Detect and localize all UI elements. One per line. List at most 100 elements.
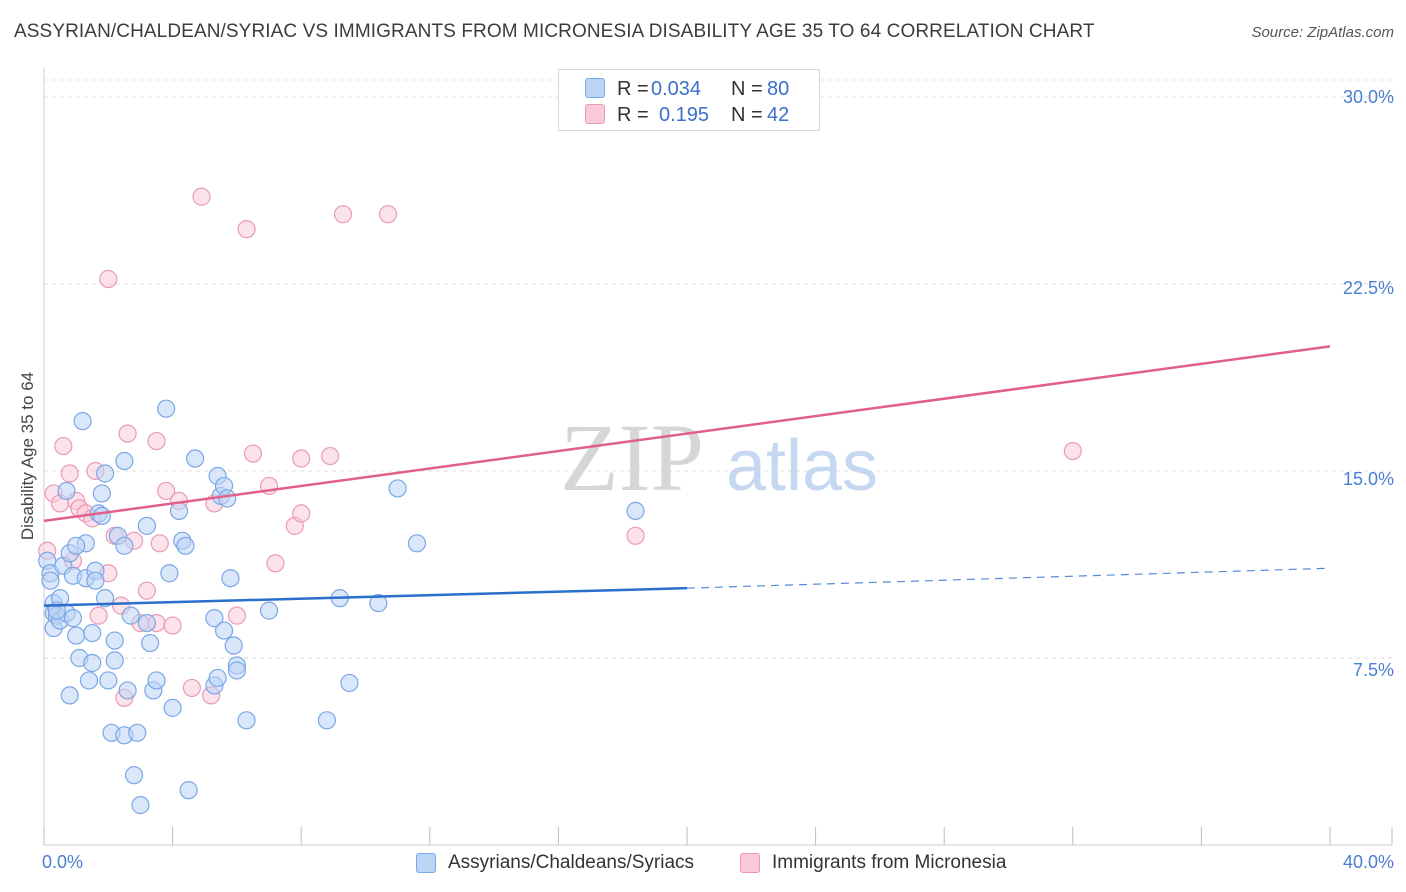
assyrian-point bbox=[121, 606, 140, 625]
micronesia-point bbox=[237, 220, 256, 239]
trend-lines bbox=[43, 345, 1331, 607]
x-tick-label-max: 40.0% bbox=[1342, 852, 1394, 872]
assyrian-point bbox=[60, 686, 79, 705]
y-tick-label: 22.5% bbox=[1342, 278, 1394, 298]
correlation-legend: R = 0.034 N = 80 R = 0.195 N = 42 bbox=[558, 69, 820, 131]
source-label: Source: ZipAtlas.com bbox=[1251, 24, 1394, 41]
micronesia-point bbox=[333, 205, 353, 224]
assyrian-point bbox=[147, 671, 166, 690]
assyrian-point bbox=[79, 671, 99, 690]
micronesia-point bbox=[137, 581, 156, 600]
assyrian-point bbox=[57, 481, 76, 501]
y-tick-label: 30.0% bbox=[1342, 87, 1394, 107]
watermark-atlas: atlas bbox=[726, 426, 878, 506]
assyrian-point bbox=[169, 501, 189, 520]
legend-n-value: 42 bbox=[767, 104, 790, 126]
assyrian-point bbox=[208, 668, 227, 688]
assyrian-point bbox=[221, 569, 240, 588]
legend-r-value: 0.034 bbox=[651, 78, 702, 100]
assyrian-point bbox=[83, 653, 102, 673]
micronesia-point bbox=[147, 431, 166, 451]
legend-swatch-blue bbox=[585, 78, 605, 98]
assyrian-point bbox=[118, 681, 137, 700]
assyrian-point bbox=[92, 506, 111, 525]
assyrian-point bbox=[140, 633, 160, 653]
assyrian-point bbox=[95, 464, 115, 483]
assyrian-point bbox=[99, 671, 118, 690]
assyrian-point bbox=[137, 613, 156, 633]
legend-r-label: R = bbox=[617, 104, 649, 126]
assyrian-point bbox=[388, 479, 407, 498]
assyrian-point bbox=[407, 534, 427, 553]
assyrian-point bbox=[176, 536, 195, 555]
assyrian-point bbox=[63, 609, 83, 628]
assyrian-point bbox=[67, 536, 86, 555]
assyrian-point bbox=[626, 501, 645, 520]
micronesia-point bbox=[182, 678, 201, 698]
assyrian-point bbox=[214, 621, 234, 640]
assyrian-point bbox=[115, 536, 134, 555]
assyrian-point bbox=[237, 711, 256, 730]
y-axis-label: Disability Age 35 to 64 bbox=[18, 371, 37, 541]
legend-n-label: N = bbox=[731, 78, 763, 100]
assyrian-point bbox=[41, 571, 60, 590]
bottom-legend-label: Assyrians/Chaldeans/Syriacs bbox=[448, 852, 695, 873]
micronesia-point bbox=[118, 424, 137, 443]
micronesia-point bbox=[266, 554, 285, 573]
assyrian-point bbox=[317, 711, 337, 730]
assyrian-point bbox=[128, 723, 147, 742]
legend-r-label: R = bbox=[617, 78, 649, 100]
assyrian-point bbox=[205, 609, 224, 628]
bottom-legend-label: Immigrants from Micronesia bbox=[772, 852, 1007, 873]
micronesia-point bbox=[1063, 441, 1082, 461]
assyrian-point bbox=[137, 516, 156, 535]
assyrian-point bbox=[179, 781, 198, 800]
bottom-legend-swatch-blue bbox=[416, 853, 436, 873]
assyrian-point bbox=[105, 651, 124, 670]
watermark-zip: ZIP bbox=[560, 404, 704, 511]
assyrian-point bbox=[224, 636, 243, 655]
y-tick-label: 15.0% bbox=[1342, 469, 1394, 489]
assyrian-point bbox=[67, 626, 86, 645]
assyrian-trend-line bbox=[43, 586, 688, 607]
bottom-legend-swatch-pink bbox=[740, 853, 760, 873]
micronesia-point bbox=[321, 446, 340, 466]
assyrian-point bbox=[218, 489, 237, 508]
assyrian-point bbox=[163, 698, 182, 717]
assyrian-point bbox=[369, 594, 388, 613]
assyrian-point bbox=[86, 571, 105, 590]
micronesia-point bbox=[292, 449, 311, 468]
legend-n-value: 80 bbox=[767, 78, 790, 100]
micronesia-point bbox=[60, 464, 79, 483]
assyrian-point bbox=[73, 412, 92, 431]
assyrian-point bbox=[157, 399, 176, 418]
assyrian-point bbox=[340, 673, 359, 693]
legend-r-value: 0.195 bbox=[659, 104, 710, 126]
assyrian-point bbox=[115, 451, 134, 471]
micronesia-point bbox=[243, 444, 263, 463]
micronesia-point bbox=[99, 269, 118, 289]
assyrian-point bbox=[92, 484, 111, 503]
axes bbox=[43, 68, 1393, 846]
series-micronesia-points bbox=[38, 187, 1082, 707]
micronesia-point bbox=[378, 205, 398, 224]
y-tick-label: 7.5% bbox=[1352, 660, 1394, 680]
watermark: ZIP atlas bbox=[560, 404, 878, 511]
assyrian-point bbox=[124, 766, 144, 785]
micronesia-trend-line bbox=[43, 345, 1331, 523]
assyrian-point bbox=[186, 449, 205, 468]
chart-title: ASSYRIAN/CHALDEAN/SYRIAC VS IMMIGRANTS F… bbox=[14, 21, 1095, 42]
assyrian-point bbox=[105, 631, 124, 650]
assyrian-trend-extension bbox=[686, 567, 1331, 589]
legend-n-label: N = bbox=[731, 104, 763, 126]
micronesia-point bbox=[163, 616, 182, 635]
micronesia-point bbox=[54, 436, 73, 456]
assyrian-point bbox=[83, 623, 102, 643]
assyrian-point bbox=[227, 661, 246, 680]
x-tick-label-min: 0.0% bbox=[42, 852, 84, 872]
series-assyrian-points bbox=[38, 399, 645, 815]
assyrian-point bbox=[160, 564, 179, 583]
assyrian-point bbox=[95, 589, 115, 608]
micronesia-point bbox=[150, 534, 169, 553]
